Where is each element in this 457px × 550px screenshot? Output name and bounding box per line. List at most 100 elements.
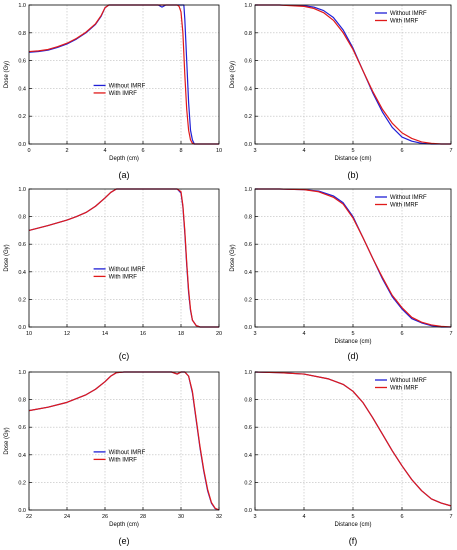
y-tick-label: 1.0 [18, 187, 26, 193]
series-line [28, 4, 219, 145]
legend-label: Without IMRF [390, 195, 427, 201]
y-tick-label: 0.0 [244, 508, 252, 514]
y-axis-title: Dose (Gy) [230, 244, 236, 271]
legend-label: With IMRF [109, 457, 138, 463]
x-tick-label: 14 [102, 331, 108, 337]
y-tick-label: 0.6 [244, 425, 252, 431]
y-tick-label: 0.0 [18, 508, 26, 514]
x-tick-label: 3 [253, 514, 256, 520]
panel-caption: (a) [119, 170, 130, 180]
x-tick-label: 3 [253, 148, 256, 154]
chart-panel: 22 24 26 28 30 32 0.0 0.2 0.4 0.6 0.8 1.0 Depth (cm)… [4, 370, 222, 546]
x-tick-label: 26 [102, 514, 108, 520]
legend-label: With IMRF [390, 386, 419, 392]
x-tick-label: 22 [26, 514, 32, 520]
x-tick-label: 16 [140, 331, 146, 337]
x-tick-label: 24 [64, 514, 70, 520]
y-tick-label: 0.0 [18, 325, 26, 331]
panel-caption: (f) [349, 536, 358, 546]
y-tick-label: 0.8 [18, 215, 26, 221]
x-tick-label: 20 [216, 331, 222, 337]
y-tick-label: 0.8 [244, 215, 252, 221]
x-tick-label: 7 [449, 148, 452, 154]
x-tick-label: 3 [253, 331, 256, 337]
y-axis-title: Dose (Gy) [4, 427, 10, 454]
y-tick-label: 0.4 [18, 453, 26, 459]
y-tick-label: 0.4 [244, 86, 252, 92]
y-tick-label: 0.2 [18, 297, 26, 303]
y-tick-label: 0.2 [18, 114, 26, 120]
y-tick-label: 0.6 [244, 59, 252, 65]
y-tick-label: 0.2 [244, 480, 252, 486]
y-axis-title: Dose (Gy) [4, 244, 10, 271]
plot-frame [28, 4, 220, 145]
x-tick-label: 10 [216, 148, 222, 154]
y-tick-label: 0.0 [244, 325, 252, 331]
y-tick-label: 1.0 [244, 370, 252, 376]
panel-caption: (b) [348, 170, 359, 180]
legend-label: Without IMRF [390, 11, 427, 17]
x-tick-label: 30 [178, 514, 184, 520]
y-tick-label: 0.8 [244, 31, 252, 37]
chart-panel: 10 12 14 16 18 20 0.0 0.2 0.4 0.6 0.8 1.0 Dose (Gy) W… [4, 187, 222, 361]
series-line [255, 188, 452, 328]
y-tick-label: 1.0 [244, 187, 252, 193]
x-tick-label: 7 [449, 331, 452, 337]
legend-label: With IMRF [109, 91, 138, 97]
legend-label: With IMRF [109, 274, 138, 280]
chart-panel: 0 2 4 6 8 10 0.0 0.2 0.4 0.6 0.8 1.0 Depth (cm) Dose … [4, 3, 222, 180]
x-tick-label: 4 [302, 514, 305, 520]
y-axis-title: Dose (Gy) [230, 61, 236, 88]
y-tick-label: 1.0 [18, 3, 26, 9]
y-tick-label: 0.4 [18, 270, 26, 276]
legend: Without IMRF With IMRF [375, 11, 427, 25]
y-tick-label: 0.4 [244, 453, 252, 459]
x-axis-title: Depth (cm) [109, 522, 139, 528]
legend-label: Without IMRF [109, 450, 146, 456]
x-tick-label: 12 [64, 331, 70, 337]
series-line [28, 188, 219, 328]
chart-panel: 3 4 5 6 7 0.0 0.2 0.4 0.6 0.8 1.0 Distance (cm) With… [244, 370, 452, 546]
y-tick-label: 0.8 [18, 31, 26, 37]
y-tick-label: 1.0 [244, 3, 252, 9]
y-tick-label: 0.6 [244, 242, 252, 248]
y-tick-label: 0.2 [244, 114, 252, 120]
x-axis-title: Distance (cm) [334, 339, 371, 345]
y-tick-label: 0.4 [18, 86, 26, 92]
x-tick-label: 0 [27, 148, 30, 154]
x-axis-title: Depth (cm) [109, 156, 139, 162]
x-tick-label: 2 [65, 148, 68, 154]
series-line [255, 4, 451, 145]
y-tick-label: 0.0 [18, 142, 26, 148]
chart-panel: 3 4 5 6 7 0.0 0.2 0.4 0.6 0.8 1.0 Distance (cm) Dose… [230, 187, 453, 361]
x-tick-label: 5 [351, 148, 354, 154]
series-line [28, 371, 220, 511]
x-tick-label: 4 [103, 148, 106, 154]
panel-caption: (e) [119, 536, 130, 546]
x-axis-title: Distance (cm) [334, 156, 371, 162]
x-tick-label: 32 [216, 514, 222, 520]
x-tick-label: 28 [140, 514, 146, 520]
y-axis-title: Dose (Gy) [4, 61, 10, 88]
y-tick-label: 0.4 [244, 270, 252, 276]
legend: Without IMRF With IMRF [93, 83, 146, 97]
x-tick-label: 4 [302, 331, 305, 337]
series-line [254, 371, 452, 507]
legend-label: With IMRF [390, 19, 419, 25]
series-line [28, 371, 220, 511]
x-tick-label: 5 [351, 331, 354, 337]
x-tick-label: 5 [351, 514, 354, 520]
y-tick-label: 0.8 [18, 398, 26, 404]
panel-caption: (c) [119, 351, 130, 361]
plot-frame [28, 371, 220, 511]
y-tick-label: 0.2 [18, 480, 26, 486]
x-tick-label: 8 [179, 148, 182, 154]
plot-frame [28, 188, 220, 328]
legend-label: Without IMRF [109, 83, 146, 89]
y-tick-label: 1.0 [18, 370, 26, 376]
